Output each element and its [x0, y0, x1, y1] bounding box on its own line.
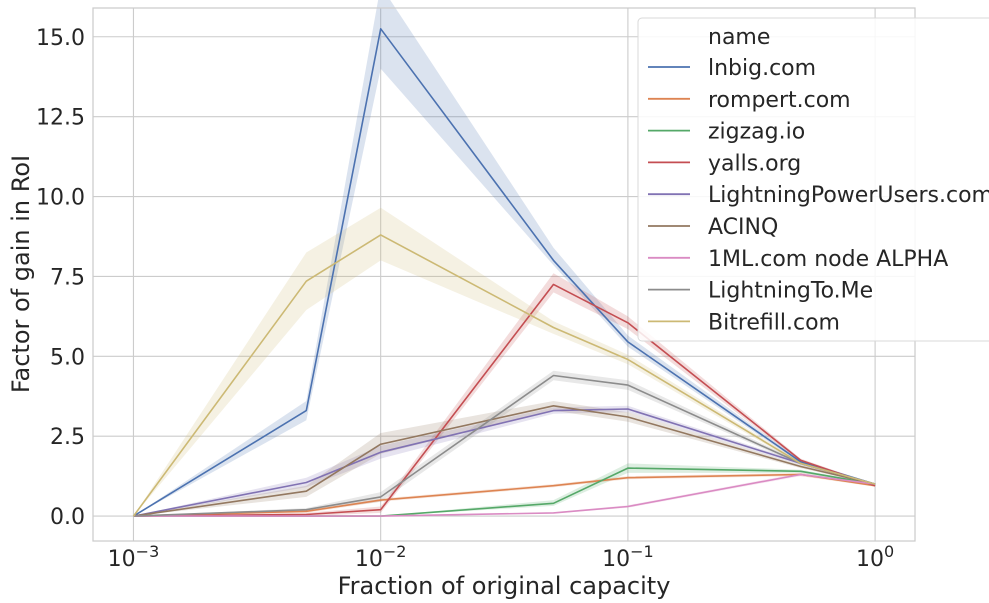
confidence-band	[133, 463, 876, 517]
confidence-band	[133, 0, 876, 517]
y-tick-label: 15.0	[36, 26, 85, 51]
legend-title: name	[708, 25, 770, 50]
y-axis-label: Factor of gain in RoI	[7, 155, 35, 393]
confidence-bands	[133, 0, 876, 517]
x-axis-ticks: 10−3 10−2 10−1 100	[108, 542, 895, 572]
y-tick-label: 0.0	[50, 505, 85, 530]
confidence-band	[133, 207, 876, 517]
legend-entry-label: yalls.org	[708, 151, 801, 176]
x-tick-label: 10−2	[355, 542, 407, 572]
series-line	[132, 234, 876, 517]
series-line	[133, 283, 876, 517]
legend-entry-label: lnbig.com	[708, 56, 816, 81]
legend-entry-label: 1ML.com node ALPHA	[708, 247, 948, 272]
x-tick-label: 10−3	[108, 542, 160, 572]
confidence-band	[133, 401, 876, 517]
series-line	[133, 473, 876, 517]
legend-entry-label: rompert.com	[708, 88, 851, 113]
x-tick-label: 10−1	[602, 542, 654, 572]
legend-entry-label: Bitrefill.com	[708, 310, 840, 335]
y-axis-ticks: 0.0 2.5 5.0 7.5 10.0 12.5 15.0	[36, 26, 85, 530]
y-tick-label: 12.5	[36, 106, 85, 131]
legend: name lnbig.com rompert.com zigzag.io yalls.…	[637, 17, 989, 342]
y-tick-label: 7.5	[50, 265, 85, 290]
y-tick-label: 10.0	[36, 186, 85, 211]
series-line	[133, 404, 876, 517]
legend-box	[637, 17, 989, 342]
y-tick-label: 5.0	[50, 345, 85, 370]
legend-entry-label: ACINQ	[708, 215, 778, 240]
series-line	[133, 27, 876, 517]
legend-entry-label: LightningTo.Me	[708, 279, 873, 304]
x-tick-label: 100	[856, 542, 894, 572]
legend-entry-label: LightningPowerUsers.com	[708, 183, 989, 208]
x-axis-label: Fraction of original capacity	[338, 572, 671, 600]
series-lines	[132, 27, 876, 517]
legend-entry-label: zigzag.io	[708, 120, 805, 145]
y-tick-label: 2.5	[50, 425, 85, 450]
